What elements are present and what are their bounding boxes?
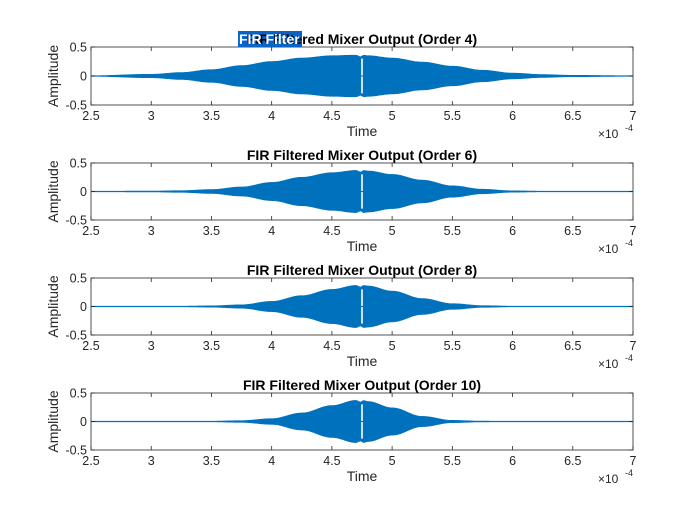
x-tick-label: 3.5 [203, 454, 220, 468]
x-tick-label: 5.5 [444, 339, 461, 353]
x-tick-label: 6 [509, 224, 516, 238]
x-exponent-power: -4 [625, 468, 633, 478]
subplot-title: FIR Filtered Mixer Output (Order 10) [243, 377, 481, 393]
y-axis-label: Amplitude [45, 275, 61, 337]
x-tick-label: 3.5 [203, 224, 220, 238]
x-tick-label: 6 [509, 339, 516, 353]
x-tick-label: 4 [268, 109, 275, 123]
y-axis-label: Amplitude [45, 160, 61, 222]
x-axis-label: Time [347, 353, 378, 369]
x-tick-label: 3 [148, 454, 155, 468]
subplot-2: 2.5 3 3.5 4 4.5 5 5.5 6 6.5 7 0.5 0 -0.5 Time Amplitud… [45, 147, 637, 256]
x-exponent-label: ×10 [598, 242, 619, 256]
subplot-title: FIR Filtered Mixer Output (Order 4) [247, 31, 477, 47]
x-tick-label: 5.5 [444, 454, 461, 468]
x-tick-label: 4.5 [323, 454, 340, 468]
x-tick-label: 2.5 [82, 454, 99, 468]
x-tick-label: 7 [630, 109, 637, 123]
x-tick-label: 3 [148, 224, 155, 238]
x-tick-label: 6.5 [564, 109, 581, 123]
x-axis-label: Time [347, 238, 378, 254]
y-tick-label: 0 [80, 300, 87, 314]
title-selected-text: FIR Filter [239, 31, 300, 47]
x-tick-label: 3 [148, 109, 155, 123]
x-exponent-label: ×10 [598, 357, 619, 371]
x-tick-label: 4 [268, 339, 275, 353]
y-axis-label: Amplitude [45, 390, 61, 452]
x-tick-label: 2.5 [82, 339, 99, 353]
x-tick-label: 3 [148, 339, 155, 353]
x-tick-label: 6 [509, 454, 516, 468]
subplot-3: 2.5 3 3.5 4 4.5 5 5.5 6 6.5 7 0.5 0 -0.5 Time Amplitud… [45, 262, 637, 371]
x-tick-label: 5 [389, 339, 396, 353]
x-tick-label: 2.5 [82, 224, 99, 238]
x-axis-label: Time [347, 468, 378, 484]
y-tick-label: 0 [80, 415, 87, 429]
x-exponent-label: ×10 [598, 127, 619, 141]
y-tick-label: 0.5 [70, 387, 87, 401]
x-tick-label: 7 [630, 339, 637, 353]
x-tick-label: 6.5 [564, 454, 581, 468]
y-tick-label: -0.5 [65, 444, 87, 458]
x-tick-label: 7 [630, 454, 637, 468]
x-tick-label: 6 [509, 109, 516, 123]
x-tick-label: 2.5 [82, 109, 99, 123]
x-tick-label: 4.5 [323, 224, 340, 238]
subplot-title: FIR Filtered Mixer Output (Order 8) [247, 262, 477, 278]
subplot-1: 2.5 3 3.5 4 4.5 5 5.5 6 6.5 7 0.5 0 -0.5 Time Amplitud… [45, 31, 637, 141]
y-tick-label: 0 [80, 185, 87, 199]
x-tick-label: 4.5 [323, 109, 340, 123]
x-tick-label: 3.5 [203, 339, 220, 353]
x-tick-label: 5 [389, 224, 396, 238]
x-tick-label: 4 [268, 224, 275, 238]
x-exponent-power: -4 [625, 353, 633, 363]
y-tick-label: -0.5 [65, 99, 87, 113]
y-tick-label: 0 [80, 70, 87, 84]
x-tick-label: 3.5 [203, 109, 220, 123]
x-tick-label: 6.5 [564, 339, 581, 353]
x-tick-label: 6.5 [564, 224, 581, 238]
x-tick-label: 5 [389, 454, 396, 468]
x-exponent-label: ×10 [598, 472, 619, 486]
y-tick-label: -0.5 [65, 329, 87, 343]
x-tick-label: 5 [389, 109, 396, 123]
subplot-4: 2.5 3 3.5 4 4.5 5 5.5 6 6.5 7 0.5 0 -0.5 Time Amplitud… [45, 377, 637, 486]
x-exponent-power: -4 [625, 238, 633, 248]
x-tick-label: 5.5 [444, 109, 461, 123]
x-axis-label: Time [347, 123, 378, 139]
x-tick-label: 7 [630, 224, 637, 238]
y-axis-label: Amplitude [45, 45, 61, 107]
x-tick-label: 4.5 [323, 339, 340, 353]
x-tick-label: 4 [268, 454, 275, 468]
y-tick-label: -0.5 [65, 214, 87, 228]
y-tick-label: 0.5 [70, 41, 87, 55]
x-exponent-power: -4 [625, 123, 633, 133]
x-tick-label: 5.5 [444, 224, 461, 238]
y-tick-label: 0.5 [70, 272, 87, 286]
subplot-title: FIR Filtered Mixer Output (Order 6) [247, 147, 477, 163]
title-selection-highlight [238, 31, 302, 47]
y-tick-label: 0.5 [70, 157, 87, 171]
